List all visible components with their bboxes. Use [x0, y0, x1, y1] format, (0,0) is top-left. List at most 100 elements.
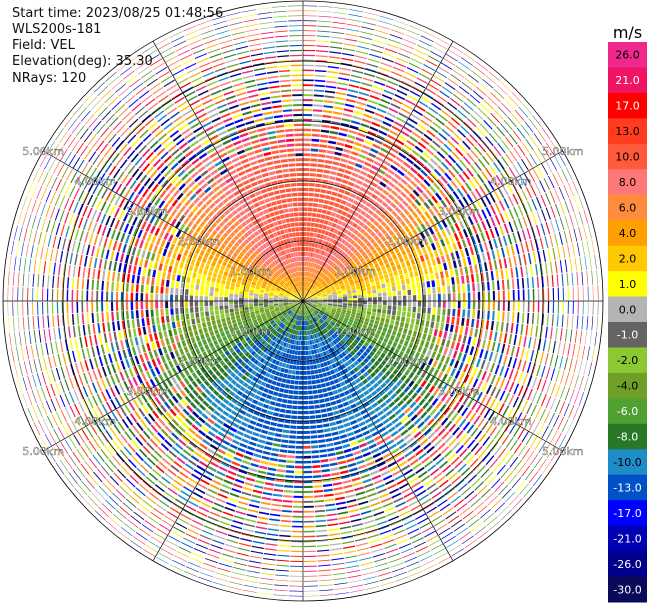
ppi-gate	[354, 318, 360, 322]
ppi-gate	[351, 424, 360, 430]
ppi-gate	[319, 272, 324, 277]
ppi-gate	[408, 153, 418, 161]
ppi-gate	[474, 328, 479, 338]
ppi-gate	[292, 515, 303, 518]
ppi-gate	[509, 150, 518, 162]
ppi-gate	[127, 458, 137, 469]
ppi-gate	[459, 506, 471, 516]
ppi-gate	[304, 580, 318, 582]
ppi-gate	[214, 452, 224, 459]
ppi-gate	[392, 305, 397, 311]
ppi-gate	[357, 291, 362, 296]
ppi-gate	[481, 139, 490, 150]
ppi-gate	[365, 248, 371, 254]
ppi-gate	[444, 449, 453, 458]
ppi-gate	[476, 211, 483, 222]
ppi-gate	[422, 31, 437, 38]
ppi-gate	[443, 262, 448, 271]
ppi-gate	[317, 265, 321, 270]
ppi-gate	[327, 297, 333, 300]
ppi-gate	[470, 164, 478, 174]
ppi-gate	[266, 533, 279, 537]
ppi-gate	[283, 495, 293, 498]
ppi-gate	[463, 101, 474, 111]
ppi-gate	[273, 348, 279, 354]
ppi-gate	[505, 322, 509, 333]
ppi-gate	[323, 169, 331, 174]
ppi-gate	[362, 77, 374, 82]
ppi-gate	[318, 223, 324, 229]
ppi-gate	[265, 543, 278, 546]
ppi-gate	[306, 293, 310, 298]
ppi-gate	[284, 314, 289, 319]
ppi-gate	[377, 151, 387, 158]
ppi-gate	[313, 339, 317, 344]
ppi-gate	[571, 243, 576, 257]
ppi-gate	[437, 301, 441, 308]
ppi-gate	[394, 19, 408, 26]
ppi-gate	[388, 557, 402, 563]
ppi-gate	[481, 339, 487, 349]
ppi-gate	[167, 435, 176, 444]
ppi-gate	[419, 389, 427, 397]
ppi-gate	[197, 353, 204, 361]
ppi-gate	[105, 389, 112, 400]
ppi-gate	[85, 478, 95, 489]
ppi-gate	[326, 318, 331, 323]
ppi-gate	[517, 428, 525, 440]
ppi-gate	[324, 366, 330, 372]
ppi-gate	[435, 70, 448, 79]
ppi-gate	[293, 500, 303, 503]
ppi-gate	[303, 192, 309, 197]
ppi-gate	[329, 542, 342, 546]
ppi-gate	[121, 418, 130, 429]
ppi-gate	[276, 319, 281, 325]
ppi-gate	[398, 460, 408, 467]
ppi-gate	[187, 561, 201, 568]
ppi-gate	[405, 121, 416, 129]
ppi-gate	[375, 280, 381, 286]
ppi-gate	[303, 445, 311, 449]
ppi-gate	[447, 491, 458, 500]
ppi-gate	[408, 500, 419, 507]
ppi-gate	[198, 403, 206, 411]
ppi-gate	[571, 272, 574, 286]
ppi-gate	[347, 303, 353, 306]
ppi-gate	[508, 166, 516, 178]
ppi-gate	[428, 539, 441, 547]
ppi-gate	[138, 433, 147, 443]
ppi-gate	[343, 217, 350, 223]
ppi-gate	[76, 448, 85, 461]
ppi-gate	[303, 241, 306, 247]
ppi-gate	[310, 307, 315, 311]
ppi-gate	[225, 406, 233, 413]
ppi-gate	[422, 294, 427, 301]
ppi-gate	[461, 407, 469, 417]
ppi-gate	[362, 297, 368, 301]
ppi-gate	[550, 327, 553, 340]
ppi-gate	[318, 278, 323, 283]
ppi-gate	[437, 293, 441, 301]
ppi-gate	[513, 442, 522, 454]
ppi-gate	[476, 107, 487, 117]
ppi-gate	[517, 445, 527, 457]
ppi-gate	[82, 399, 90, 411]
ppi-gate	[436, 231, 443, 240]
ppi-gate	[396, 285, 401, 291]
ppi-gate	[591, 270, 594, 285]
ppi-gate	[362, 144, 371, 151]
ppi-gate	[307, 297, 313, 300]
ppi-gate	[462, 284, 466, 293]
ppi-gate	[250, 462, 259, 468]
ppi-gate	[376, 461, 386, 468]
ppi-gate	[329, 130, 339, 135]
ppi-gate	[479, 348, 484, 359]
ppi-gate	[240, 464, 249, 470]
ppi-gate	[559, 328, 563, 341]
ppi-gate	[391, 384, 399, 392]
ppi-gate	[515, 323, 519, 335]
ppi-gate	[271, 341, 276, 347]
ppi-gate	[448, 471, 458, 481]
ppi-gate	[303, 64, 315, 67]
ppi-gate	[72, 451, 81, 464]
